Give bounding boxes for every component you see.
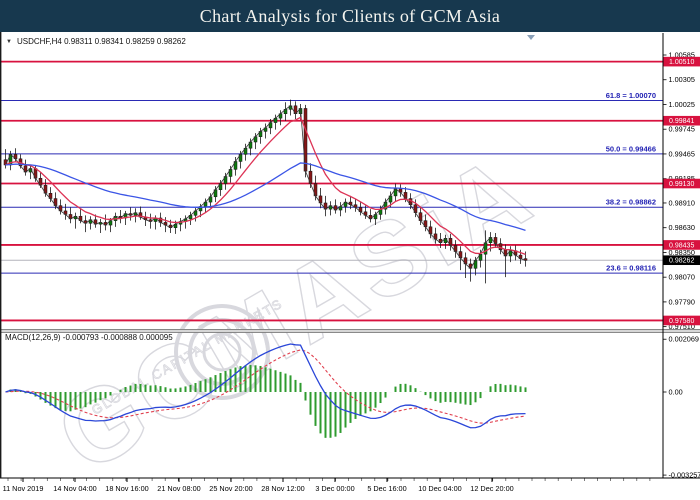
svg-text:0.98262: 0.98262 — [669, 258, 694, 265]
svg-text:21 Nov 08:00: 21 Nov 08:00 — [157, 484, 200, 493]
macd-main-line — [5, 343, 526, 429]
macd-signal-line — [5, 349, 526, 424]
page-title: Chart Analysis for Clients of GCM Asia — [199, 5, 501, 26]
macd-indicator-label: MACD(12,26,9) -0.000793 -0.000888 0.0000… — [5, 333, 173, 342]
svg-text:61.8 = 1.00070: 61.8 = 1.00070 — [606, 91, 656, 100]
svg-text:0.99841: 0.99841 — [669, 118, 694, 125]
svg-text:0.00: 0.00 — [669, 388, 683, 397]
slow-ma-line — [5, 162, 526, 231]
svg-text:18 Nov 16:00: 18 Nov 16:00 — [105, 484, 148, 493]
macd-axis: 0.002069 0.00 -0.003257 — [663, 335, 700, 480]
axes — [0, 32, 700, 479]
fib-labels: 61.8 = 1.00070 50.0 = 0.99466 38.2 = 0.988… — [606, 91, 656, 273]
panel-separator — [0, 328, 700, 333]
moving-averages — [5, 116, 526, 255]
svg-text:12 Dec 20:00: 12 Dec 20:00 — [470, 484, 513, 493]
symbol-ohlc-text: USDCHF,H4 0.98311 0.98341 0.98259 0.9826… — [16, 37, 186, 46]
chevron-down-icon[interactable]: ▼ — [6, 38, 12, 45]
svg-text:5 Dec 16:00: 5 Dec 16:00 — [367, 484, 406, 493]
svg-text:0.98630: 0.98630 — [669, 223, 695, 232]
svg-text:-0.003257: -0.003257 — [669, 471, 700, 480]
macd-panel — [5, 343, 527, 438]
svg-text:0.99745: 0.99745 — [669, 125, 695, 134]
svg-text:1.00510: 1.00510 — [669, 59, 694, 66]
svg-text:0.98070: 0.98070 — [669, 273, 695, 282]
svg-text:0.99185: 0.99185 — [669, 174, 695, 183]
svg-text:0.98350: 0.98350 — [669, 248, 695, 257]
svg-text:14 Nov 04:00: 14 Nov 04:00 — [53, 484, 96, 493]
svg-text:28 Nov 12:00: 28 Nov 12:00 — [261, 484, 304, 493]
price-badges: 1.00510 0.99841 0.99130 0.98435 0.97580 0.982… — [663, 56, 700, 326]
svg-text:1.00585: 1.00585 — [669, 51, 695, 60]
svg-text:50.0 = 0.99466: 50.0 = 0.99466 — [606, 144, 656, 153]
svg-text:0.99130: 0.99130 — [669, 181, 694, 188]
svg-text:1.00305: 1.00305 — [669, 75, 695, 84]
svg-text:0.97510: 0.97510 — [669, 322, 695, 331]
price-axis: 1.00585 1.00305 1.00025 0.99745 0.99465 0.991… — [663, 51, 695, 331]
symbol-header[interactable]: ▼ USDCHF,H4 0.98311 0.98341 0.98259 0.98… — [6, 37, 186, 46]
level-lines — [1, 60, 663, 322]
svg-text:1.00025: 1.00025 — [669, 100, 695, 109]
svg-text:3 Dec 00:00: 3 Dec 00:00 — [315, 484, 354, 493]
svg-text:0.98435: 0.98435 — [669, 242, 694, 249]
svg-text:10 Dec 04:00: 10 Dec 04:00 — [418, 484, 461, 493]
svg-text:25 Nov 20:00: 25 Nov 20:00 — [209, 484, 252, 493]
svg-text:0.99465: 0.99465 — [669, 149, 695, 158]
svg-text:11 Nov 2019: 11 Nov 2019 — [3, 484, 44, 493]
svg-text:23.6 = 0.98116: 23.6 = 0.98116 — [606, 264, 656, 273]
svg-text:0.97790: 0.97790 — [669, 297, 695, 306]
fast-ma-line — [5, 116, 526, 255]
title-bar: Chart Analysis for Clients of GCM Asia — [0, 0, 700, 32]
time-axis: 11 Nov 2019 14 Nov 04:00 18 Nov 16:00 21 No… — [3, 478, 651, 493]
svg-text:0.97580: 0.97580 — [669, 318, 694, 325]
svg-text:0.98910: 0.98910 — [669, 198, 695, 207]
chart-shift-marker-icon[interactable] — [527, 35, 535, 40]
svg-text:0.002069: 0.002069 — [669, 335, 699, 344]
candles — [3, 99, 528, 284]
svg-text:38.2 = 0.98862: 38.2 = 0.98862 — [606, 198, 656, 207]
